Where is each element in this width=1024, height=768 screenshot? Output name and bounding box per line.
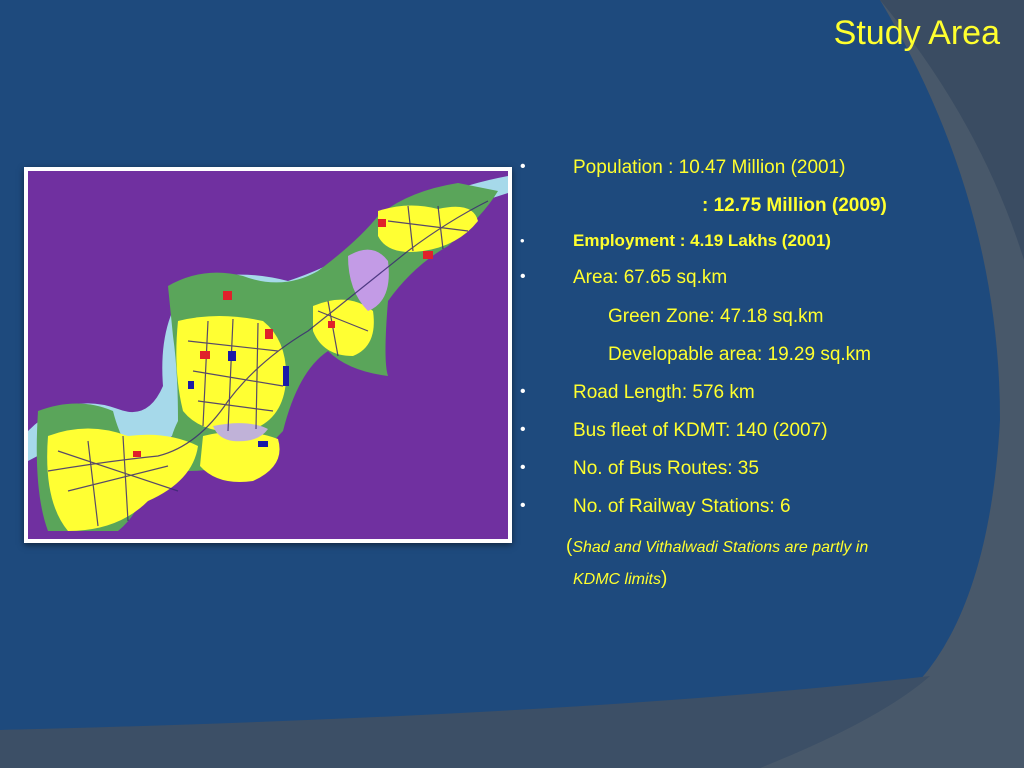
study-area-map: [24, 167, 512, 543]
city-map-image: [28, 171, 508, 539]
slide-title: Study Area: [833, 14, 1000, 52]
